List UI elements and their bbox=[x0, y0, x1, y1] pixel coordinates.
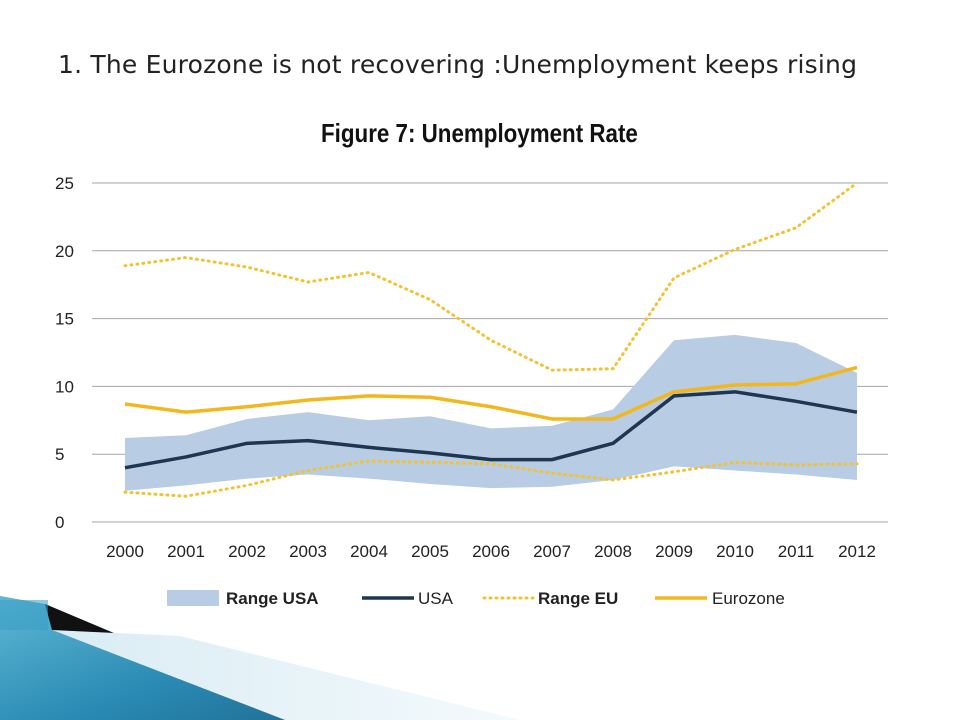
x-tick-label: 2000 bbox=[106, 542, 144, 561]
x-tick-label: 2009 bbox=[655, 542, 693, 561]
x-tick-label: 2010 bbox=[716, 542, 754, 561]
x-tick-label: 2005 bbox=[411, 542, 449, 561]
x-tick-label: 2007 bbox=[533, 542, 571, 561]
plot-area bbox=[123, 181, 859, 498]
y-tick-label: 10 bbox=[55, 377, 74, 396]
x-tick-label: 2006 bbox=[472, 542, 510, 561]
x-tick-label: 2004 bbox=[350, 542, 388, 561]
x-tick-label: 2003 bbox=[289, 542, 327, 561]
x-axis-ticks: 2000 2001 2002 2003 2004 2005 2006 2007 2008 2009… bbox=[106, 542, 876, 561]
y-tick-label: 15 bbox=[55, 310, 74, 329]
y-tick-label: 20 bbox=[55, 242, 74, 261]
y-tick-label: 5 bbox=[55, 445, 64, 464]
x-tick-label: 2002 bbox=[228, 542, 266, 561]
x-tick-label: 2001 bbox=[167, 542, 205, 561]
pale-wedge-shape bbox=[52, 630, 520, 720]
y-tick-label: 25 bbox=[55, 174, 74, 193]
legend-label-usa: USA bbox=[418, 589, 454, 608]
series-range-usa-band bbox=[125, 334, 857, 491]
legend: Range USA USA Range EU Eurozone bbox=[167, 589, 785, 608]
legend-swatch-range-usa bbox=[167, 590, 219, 606]
legend-label-range-usa: Range USA bbox=[226, 589, 319, 608]
teal-block-shape bbox=[0, 600, 48, 630]
y-axis-ticks: 0 5 10 15 20 25 bbox=[55, 174, 74, 532]
legend-label-range-eu: Range EU bbox=[538, 589, 618, 608]
x-tick-label: 2008 bbox=[594, 542, 632, 561]
x-tick-label: 2012 bbox=[838, 542, 876, 561]
chart-title: Figure 7: Unemployment Rate bbox=[321, 118, 638, 148]
y-tick-label: 0 bbox=[55, 513, 64, 532]
x-tick-label: 2011 bbox=[778, 542, 815, 561]
slide-title: 1. The Eurozone is not recovering :Unemp… bbox=[58, 50, 858, 79]
legend-label-eurozone: Eurozone bbox=[712, 589, 785, 608]
